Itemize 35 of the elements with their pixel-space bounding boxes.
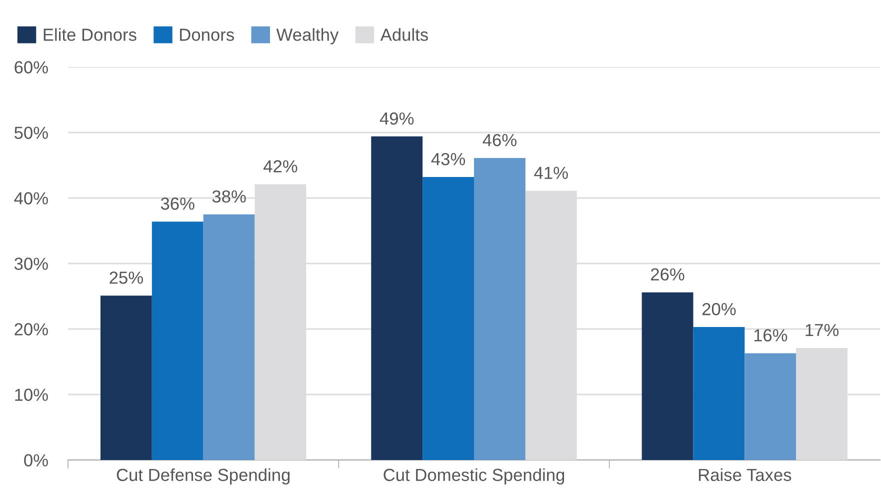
data-label: 36%	[160, 198, 194, 210]
bar	[152, 222, 204, 460]
bar	[100, 296, 152, 460]
data-label: 17%	[806, 324, 839, 336]
legend-label: Adults	[380, 28, 428, 41]
bar	[203, 214, 255, 460]
y-tick-label: 50%	[14, 126, 48, 139]
y-tick-label: 40%	[14, 192, 48, 204]
legend-label: Elite Donors	[44, 28, 136, 41]
data-label: 26%	[651, 268, 684, 281]
y-tick-label: 60%	[14, 61, 48, 74]
y-tick-label: 30%	[14, 258, 48, 270]
bar	[744, 353, 796, 460]
data-label: 20%	[702, 302, 736, 316]
data-label: 46%	[482, 134, 516, 146]
bar	[371, 136, 423, 460]
data-label: 43%	[431, 152, 466, 166]
data-label: 42%	[264, 160, 298, 172]
data-label: 38%	[212, 190, 246, 203]
y-tick-label: 10%	[15, 388, 48, 401]
bar	[693, 327, 745, 460]
x-tick-label: Cut Defense Spending	[116, 468, 290, 485]
x-tick-label: Raise Taxes	[698, 468, 792, 482]
x-tick-label: Cut Domestic Spending	[384, 468, 564, 485]
bar	[422, 177, 474, 460]
bar	[474, 158, 526, 460]
data-label: 49%	[380, 112, 414, 125]
data-label: 41%	[534, 166, 568, 179]
y-tick-label: 20%	[14, 323, 48, 336]
y-tick-label: 0%	[24, 454, 48, 466]
data-label: 16%	[754, 329, 788, 342]
bar	[642, 292, 694, 460]
legend-label: Donors	[180, 28, 234, 41]
data-label: 25%	[110, 272, 143, 284]
legend-label: Wealthy	[276, 28, 339, 44]
